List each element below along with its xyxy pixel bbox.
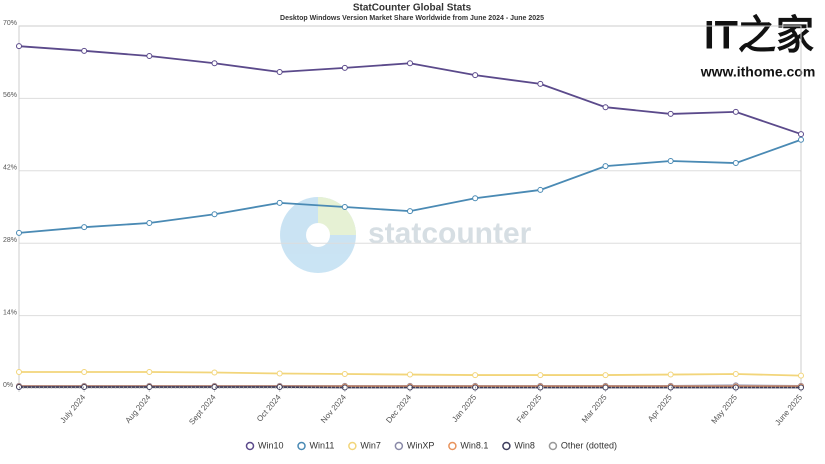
data-point bbox=[472, 72, 479, 79]
legend-label: Win8.1 bbox=[460, 440, 488, 450]
legend-marker bbox=[297, 441, 306, 451]
x-tick-label: Apr 2025 bbox=[646, 392, 674, 423]
data-point bbox=[472, 372, 479, 379]
legend-label: Other (dotted) bbox=[561, 440, 617, 450]
legend-marker bbox=[502, 441, 511, 451]
data-point bbox=[81, 47, 88, 54]
data-point bbox=[81, 368, 88, 375]
data-point bbox=[16, 43, 22, 50]
x-tick-label: Mar 2025 bbox=[580, 392, 609, 424]
x-tick-label: Dec 2024 bbox=[384, 392, 413, 424]
chart-subtitle: Desktop Windows Version Market Share Wor… bbox=[280, 15, 544, 22]
data-point bbox=[211, 211, 218, 218]
logo-text: www.ithome.com bbox=[700, 64, 816, 80]
legend-label: Win8 bbox=[514, 440, 535, 450]
data-point bbox=[472, 195, 479, 202]
legend-marker bbox=[394, 441, 404, 451]
data-point bbox=[276, 199, 283, 206]
legend-marker bbox=[348, 441, 357, 451]
x-tick-label: May 2025 bbox=[709, 392, 739, 425]
data-point bbox=[602, 163, 609, 170]
data-point bbox=[341, 204, 348, 210]
x-tick-label: Sept 2024 bbox=[187, 392, 218, 426]
x-tick-label: Nov 2024 bbox=[319, 392, 348, 424]
data-point bbox=[146, 368, 153, 375]
data-point bbox=[407, 60, 413, 67]
logo-mark: IT之家 bbox=[704, 14, 814, 58]
x-tick-label: Aug 2024 bbox=[124, 392, 153, 424]
data-point bbox=[798, 372, 804, 379]
plot-border bbox=[18, 25, 802, 389]
data-point bbox=[667, 384, 674, 391]
legend-label: Win7 bbox=[360, 440, 381, 450]
legend-item[interactable]: Win11 bbox=[297, 440, 335, 451]
x-tick-label: Jan 2025 bbox=[450, 392, 478, 423]
data-point bbox=[537, 80, 544, 87]
chart-title: StatCounter Global Stats bbox=[353, 3, 472, 14]
y-tick-label: 70% bbox=[3, 20, 17, 27]
data-point bbox=[667, 110, 674, 117]
data-point bbox=[81, 383, 88, 390]
data-point bbox=[211, 60, 218, 67]
data-point bbox=[341, 64, 348, 71]
data-point bbox=[276, 69, 283, 76]
data-point bbox=[16, 368, 22, 375]
legend-marker bbox=[245, 441, 255, 451]
y-tick-label: 56% bbox=[3, 92, 17, 99]
series-line bbox=[18, 45, 802, 135]
data-point bbox=[537, 384, 544, 391]
data-point bbox=[732, 108, 739, 115]
legend-item[interactable]: WinXP bbox=[394, 440, 435, 451]
y-tick-label: 0% bbox=[3, 382, 13, 389]
data-point bbox=[341, 371, 348, 378]
data-point bbox=[798, 384, 804, 391]
data-point bbox=[732, 371, 739, 378]
data-point bbox=[667, 157, 674, 164]
data-point bbox=[798, 136, 804, 143]
data-point bbox=[537, 372, 544, 379]
legend-item[interactable]: Win8.1 bbox=[448, 440, 489, 451]
watermark: statcounter bbox=[368, 217, 532, 250]
legend-label: Win10 bbox=[258, 440, 284, 450]
data-point bbox=[276, 370, 283, 377]
data-point bbox=[602, 372, 609, 379]
data-point bbox=[146, 220, 153, 227]
legend-label: Win11 bbox=[310, 440, 335, 450]
x-tick-label: Oct 2024 bbox=[255, 392, 283, 423]
legend-item[interactable]: Win7 bbox=[348, 440, 381, 451]
data-point bbox=[667, 371, 674, 378]
legend-item[interactable]: Win8 bbox=[502, 440, 535, 451]
legend-marker bbox=[548, 441, 558, 451]
data-point bbox=[81, 224, 88, 231]
x-tick-label: June 2025 bbox=[773, 392, 804, 427]
data-point bbox=[602, 104, 609, 111]
legend-item[interactable]: Win10 bbox=[245, 440, 284, 451]
data-point bbox=[211, 369, 218, 376]
data-point bbox=[798, 131, 804, 138]
y-tick-label: 14% bbox=[3, 309, 17, 316]
data-point bbox=[407, 371, 413, 378]
legend-label: WinXP bbox=[407, 440, 435, 450]
data-point bbox=[16, 229, 22, 236]
data-point bbox=[537, 186, 544, 193]
y-tick-label: 28% bbox=[3, 237, 17, 244]
legend-marker bbox=[448, 441, 457, 451]
data-point bbox=[211, 383, 218, 390]
legend-item[interactable]: Other (dotted) bbox=[548, 440, 617, 451]
data-point bbox=[146, 52, 153, 59]
x-tick-label: Feb 2025 bbox=[515, 392, 544, 424]
x-tick-label: July 2024 bbox=[58, 392, 87, 424]
data-point bbox=[407, 208, 413, 215]
data-point bbox=[732, 160, 739, 167]
y-tick-label: 42% bbox=[3, 165, 17, 172]
